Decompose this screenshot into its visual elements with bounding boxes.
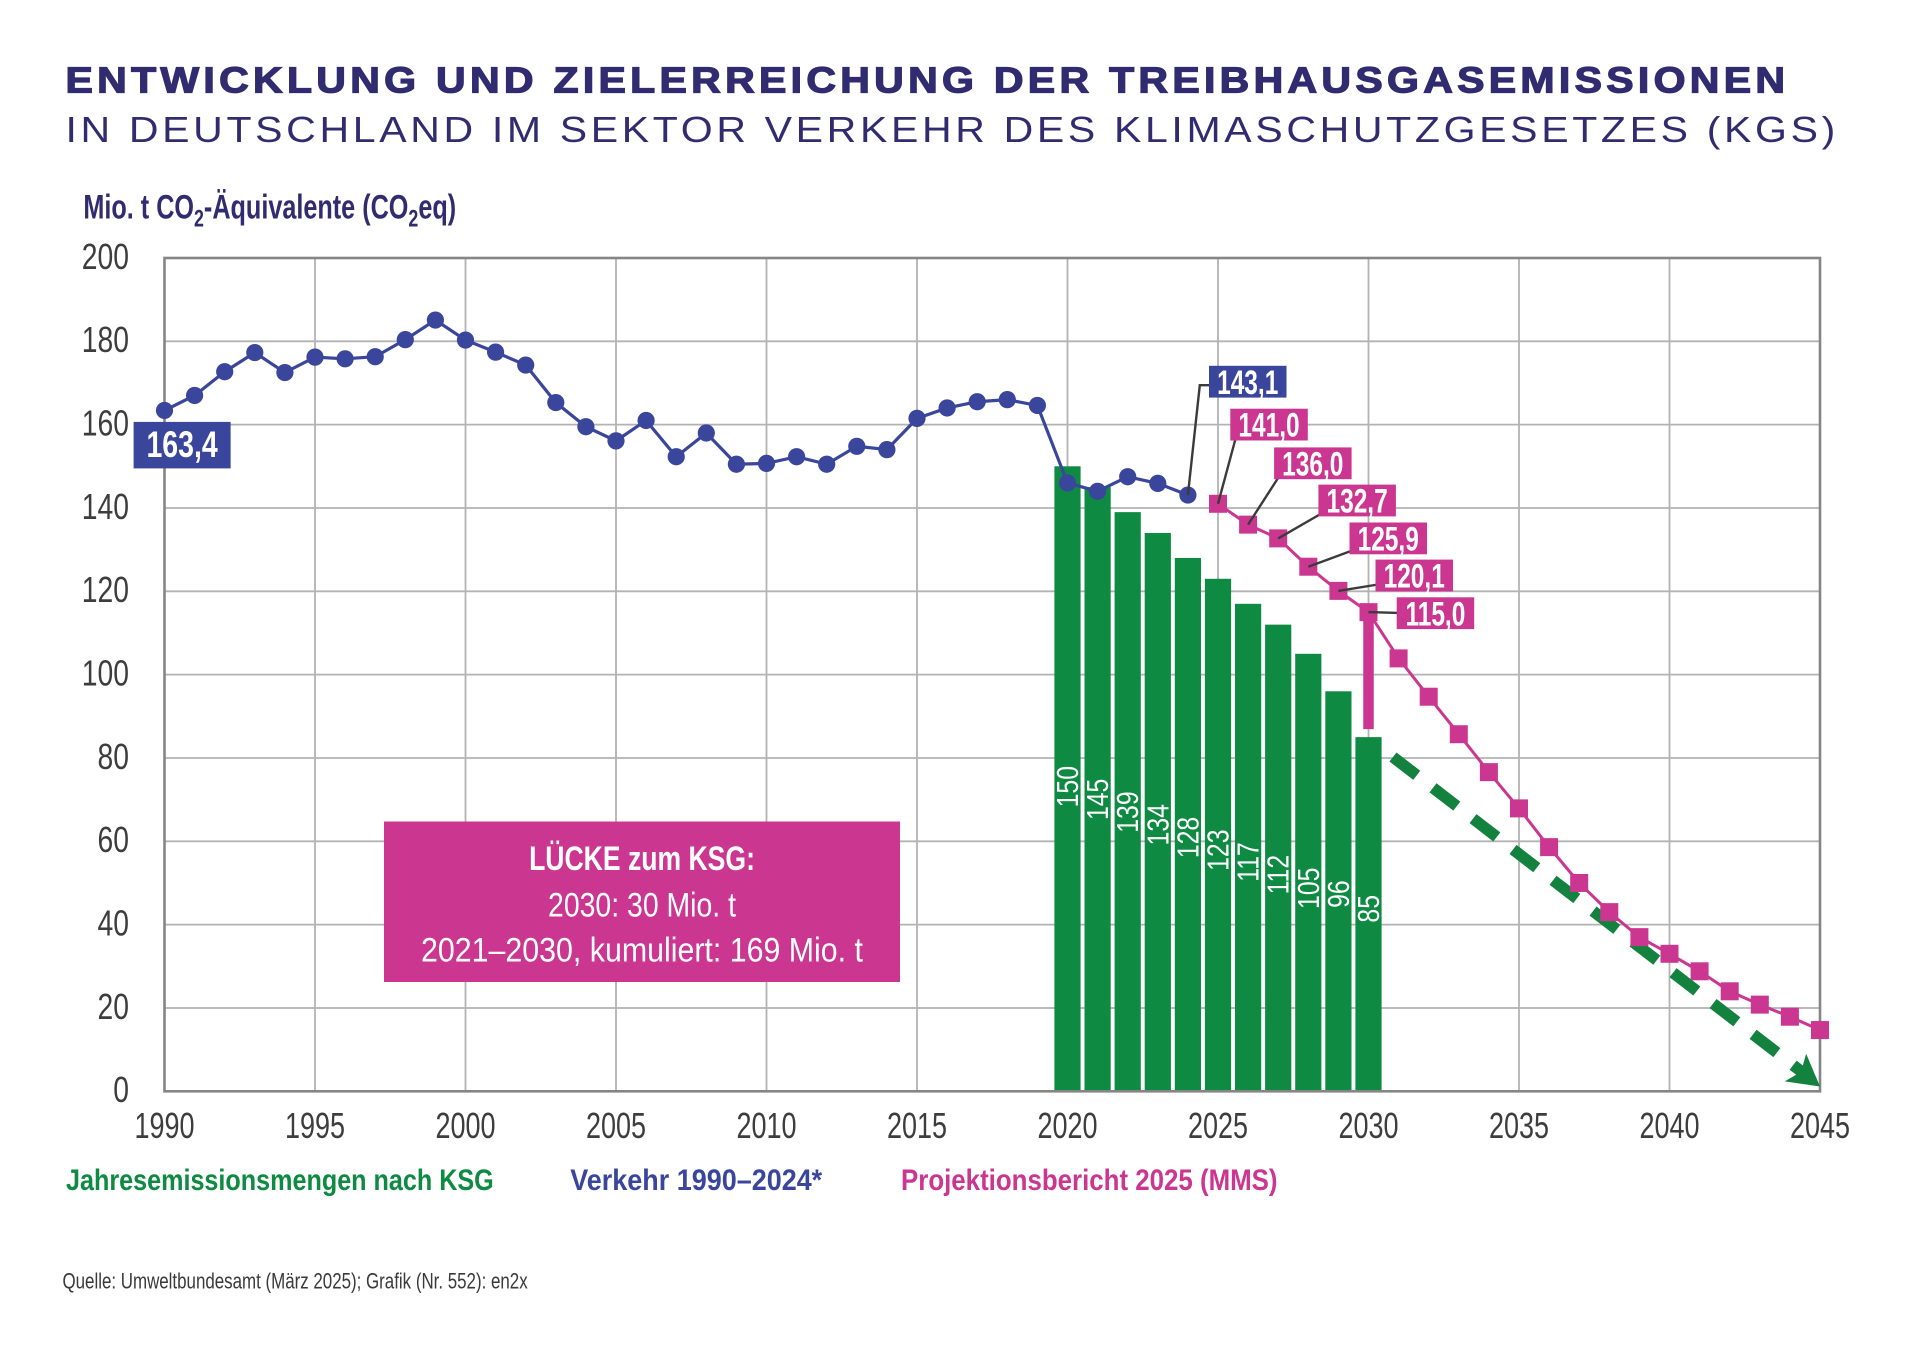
svg-text:128: 128: [1171, 817, 1205, 858]
svg-text:125,9: 125,9: [1358, 521, 1419, 559]
svg-text:2015: 2015: [887, 1105, 947, 1146]
svg-text:2000: 2000: [435, 1105, 495, 1146]
svg-text:150: 150: [1050, 766, 1084, 807]
svg-text:Mio. t CO2-Äquivalente (CO2eq): Mio. t CO2-Äquivalente (CO2eq): [83, 189, 456, 232]
svg-text:141,0: 141,0: [1238, 407, 1299, 445]
svg-text:20: 20: [98, 987, 129, 1027]
svg-text:117: 117: [1231, 842, 1265, 882]
svg-text:LÜCKE zum KSG:: LÜCKE zum KSG:: [529, 839, 755, 878]
svg-text:60: 60: [98, 820, 129, 860]
svg-text:Verkehr 1990–2024*: Verkehr 1990–2024*: [570, 1164, 823, 1198]
svg-text:160: 160: [82, 403, 129, 443]
svg-text:2010: 2010: [736, 1105, 796, 1146]
svg-text:Projektionsbericht 2025 (MMS): Projektionsbericht 2025 (MMS): [901, 1163, 1278, 1196]
svg-text:139: 139: [1111, 791, 1145, 832]
svg-text:2021–2030, kumuliert: 169 Mio.: 2021–2030, kumuliert: 169 Mio. t: [421, 931, 863, 969]
svg-text:80: 80: [98, 737, 129, 777]
svg-text:ENTWICKLUNG UND ZIELERREICHUNG: ENTWICKLUNG UND ZIELERREICHUNG DER TREIB…: [66, 61, 1790, 101]
svg-text:200: 200: [82, 237, 129, 277]
svg-text:132,7: 132,7: [1326, 483, 1387, 521]
svg-text:40: 40: [98, 903, 129, 943]
svg-text:2040: 2040: [1639, 1105, 1699, 1146]
svg-text:85: 85: [1351, 895, 1385, 923]
svg-text:2020: 2020: [1037, 1105, 1097, 1146]
svg-text:123: 123: [1201, 829, 1235, 870]
svg-text:2030: 2030: [1338, 1105, 1398, 1146]
svg-text:145: 145: [1080, 779, 1114, 820]
svg-text:1995: 1995: [285, 1105, 345, 1146]
svg-text:2005: 2005: [586, 1105, 646, 1146]
svg-text:2030: 30 Mio. t: 2030: 30 Mio. t: [548, 886, 736, 924]
svg-text:140: 140: [82, 487, 129, 527]
svg-text:120: 120: [82, 570, 129, 610]
svg-text:96: 96: [1321, 880, 1355, 908]
svg-text:IN DEUTSCHLAND IM SEKTOR VERKE: IN DEUTSCHLAND IM SEKTOR VERKEHR DES KLI…: [66, 110, 1839, 150]
svg-text:115,0: 115,0: [1405, 595, 1465, 633]
svg-text:Quelle: Umweltbundesamt (März: Quelle: Umweltbundesamt (März 2025); Gra…: [63, 1270, 528, 1295]
svg-text:134: 134: [1141, 804, 1175, 845]
svg-text:112: 112: [1261, 855, 1295, 895]
svg-text:105: 105: [1291, 868, 1325, 909]
svg-text:120,1: 120,1: [1384, 558, 1445, 596]
svg-text:1990: 1990: [134, 1105, 194, 1146]
svg-text:143,1: 143,1: [1217, 364, 1278, 402]
svg-text:Jahresemissionsmengen nach KSG: Jahresemissionsmengen nach KSG: [66, 1163, 494, 1197]
svg-text:163,4: 163,4: [146, 423, 218, 464]
svg-text:100: 100: [82, 653, 129, 693]
svg-text:180: 180: [82, 320, 129, 360]
svg-text:2045: 2045: [1790, 1105, 1850, 1146]
svg-text:136,0: 136,0: [1282, 446, 1343, 484]
svg-text:0: 0: [113, 1070, 129, 1110]
svg-text:2035: 2035: [1489, 1105, 1549, 1146]
svg-text:2025: 2025: [1188, 1105, 1248, 1146]
